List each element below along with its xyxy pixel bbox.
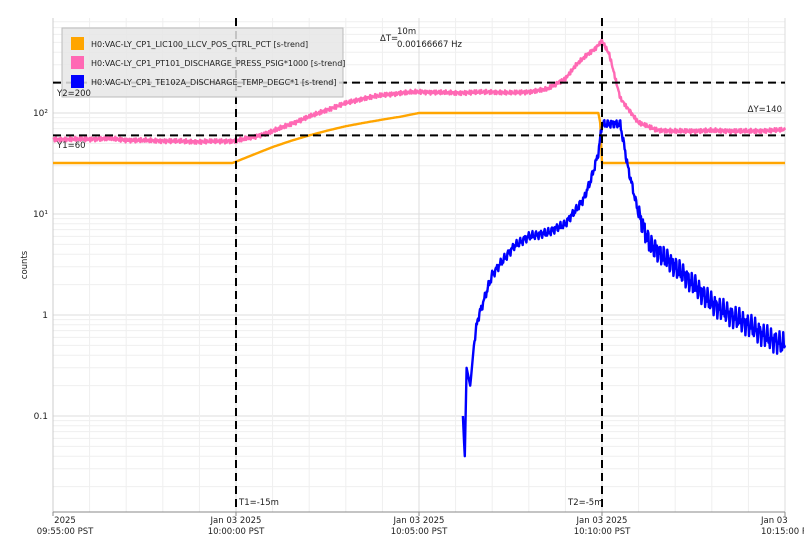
y-axis-label: counts bbox=[20, 250, 30, 279]
legend-entry-1: H0:VAC-LY_CP1_PT101_DISCHARGE_PRESS_PSIG… bbox=[91, 59, 345, 68]
y-tick-label-3: 10² bbox=[33, 109, 48, 119]
delta-t-label: ΔT= bbox=[380, 34, 398, 44]
delta-t-value: 10m bbox=[397, 27, 416, 37]
t2-cursor-label: T2=-5m bbox=[567, 498, 602, 508]
legend-swatch-0 bbox=[71, 37, 84, 50]
y2-cursor-label: Y2=200 bbox=[56, 89, 91, 99]
x-tick-time-3: 10:10:00 PST bbox=[574, 527, 631, 537]
y-tick-label-2: 10¹ bbox=[33, 210, 48, 220]
x-tick-date-1: Jan 03 2025 bbox=[210, 516, 262, 526]
legend-entry-2: H0:VAC-LY_CP1_TE102A_DISCHARGE_TEMP_DEGC… bbox=[91, 78, 336, 87]
legend-swatch-2 bbox=[71, 75, 84, 88]
x-tick-time-1: 10:00:00 PST bbox=[208, 527, 265, 537]
y1-cursor-label: Y1=60 bbox=[56, 141, 86, 151]
y-axis-ticks: 0.1 1 10¹ 10² bbox=[33, 109, 48, 422]
x-tick-date-3: Jan 03 2025 bbox=[576, 516, 628, 526]
x-tick-date-2: Jan 03 2025 bbox=[393, 516, 445, 526]
x-tick-date-4: Jan 03 bbox=[760, 516, 788, 526]
series-line-1 bbox=[52, 38, 787, 146]
x-tick-time-4: 10:15:00 PST bbox=[761, 527, 804, 537]
x-tick-time-2: 10:05:00 PST bbox=[391, 527, 448, 537]
legend-swatch-1 bbox=[71, 56, 84, 69]
series-layer bbox=[52, 38, 787, 458]
t1-cursor-label: T1=-15m bbox=[238, 498, 279, 508]
legend: H0:VAC-LY_CP1_LIC100_LLCV_POS_CTRL_PCT [… bbox=[61, 27, 345, 98]
series-line-2 bbox=[461, 118, 787, 458]
legend-entry-0: H0:VAC-LY_CP1_LIC100_LLCV_POS_CTRL_PCT [… bbox=[91, 40, 308, 49]
x-tick-date-0: 2025 bbox=[54, 516, 76, 526]
delta-y-label: ΔY=140 bbox=[748, 105, 782, 115]
x-tick-time-0: 09:55:00 PST bbox=[37, 527, 94, 537]
legend-box bbox=[61, 27, 344, 98]
grid bbox=[52, 18, 786, 512]
y-tick-label-0: 0.1 bbox=[34, 412, 48, 422]
y-tick-label-1: 1 bbox=[42, 311, 48, 321]
delta-t-frequency: 0.00166667 Hz bbox=[397, 40, 462, 50]
series-line-0 bbox=[52, 111, 786, 165]
